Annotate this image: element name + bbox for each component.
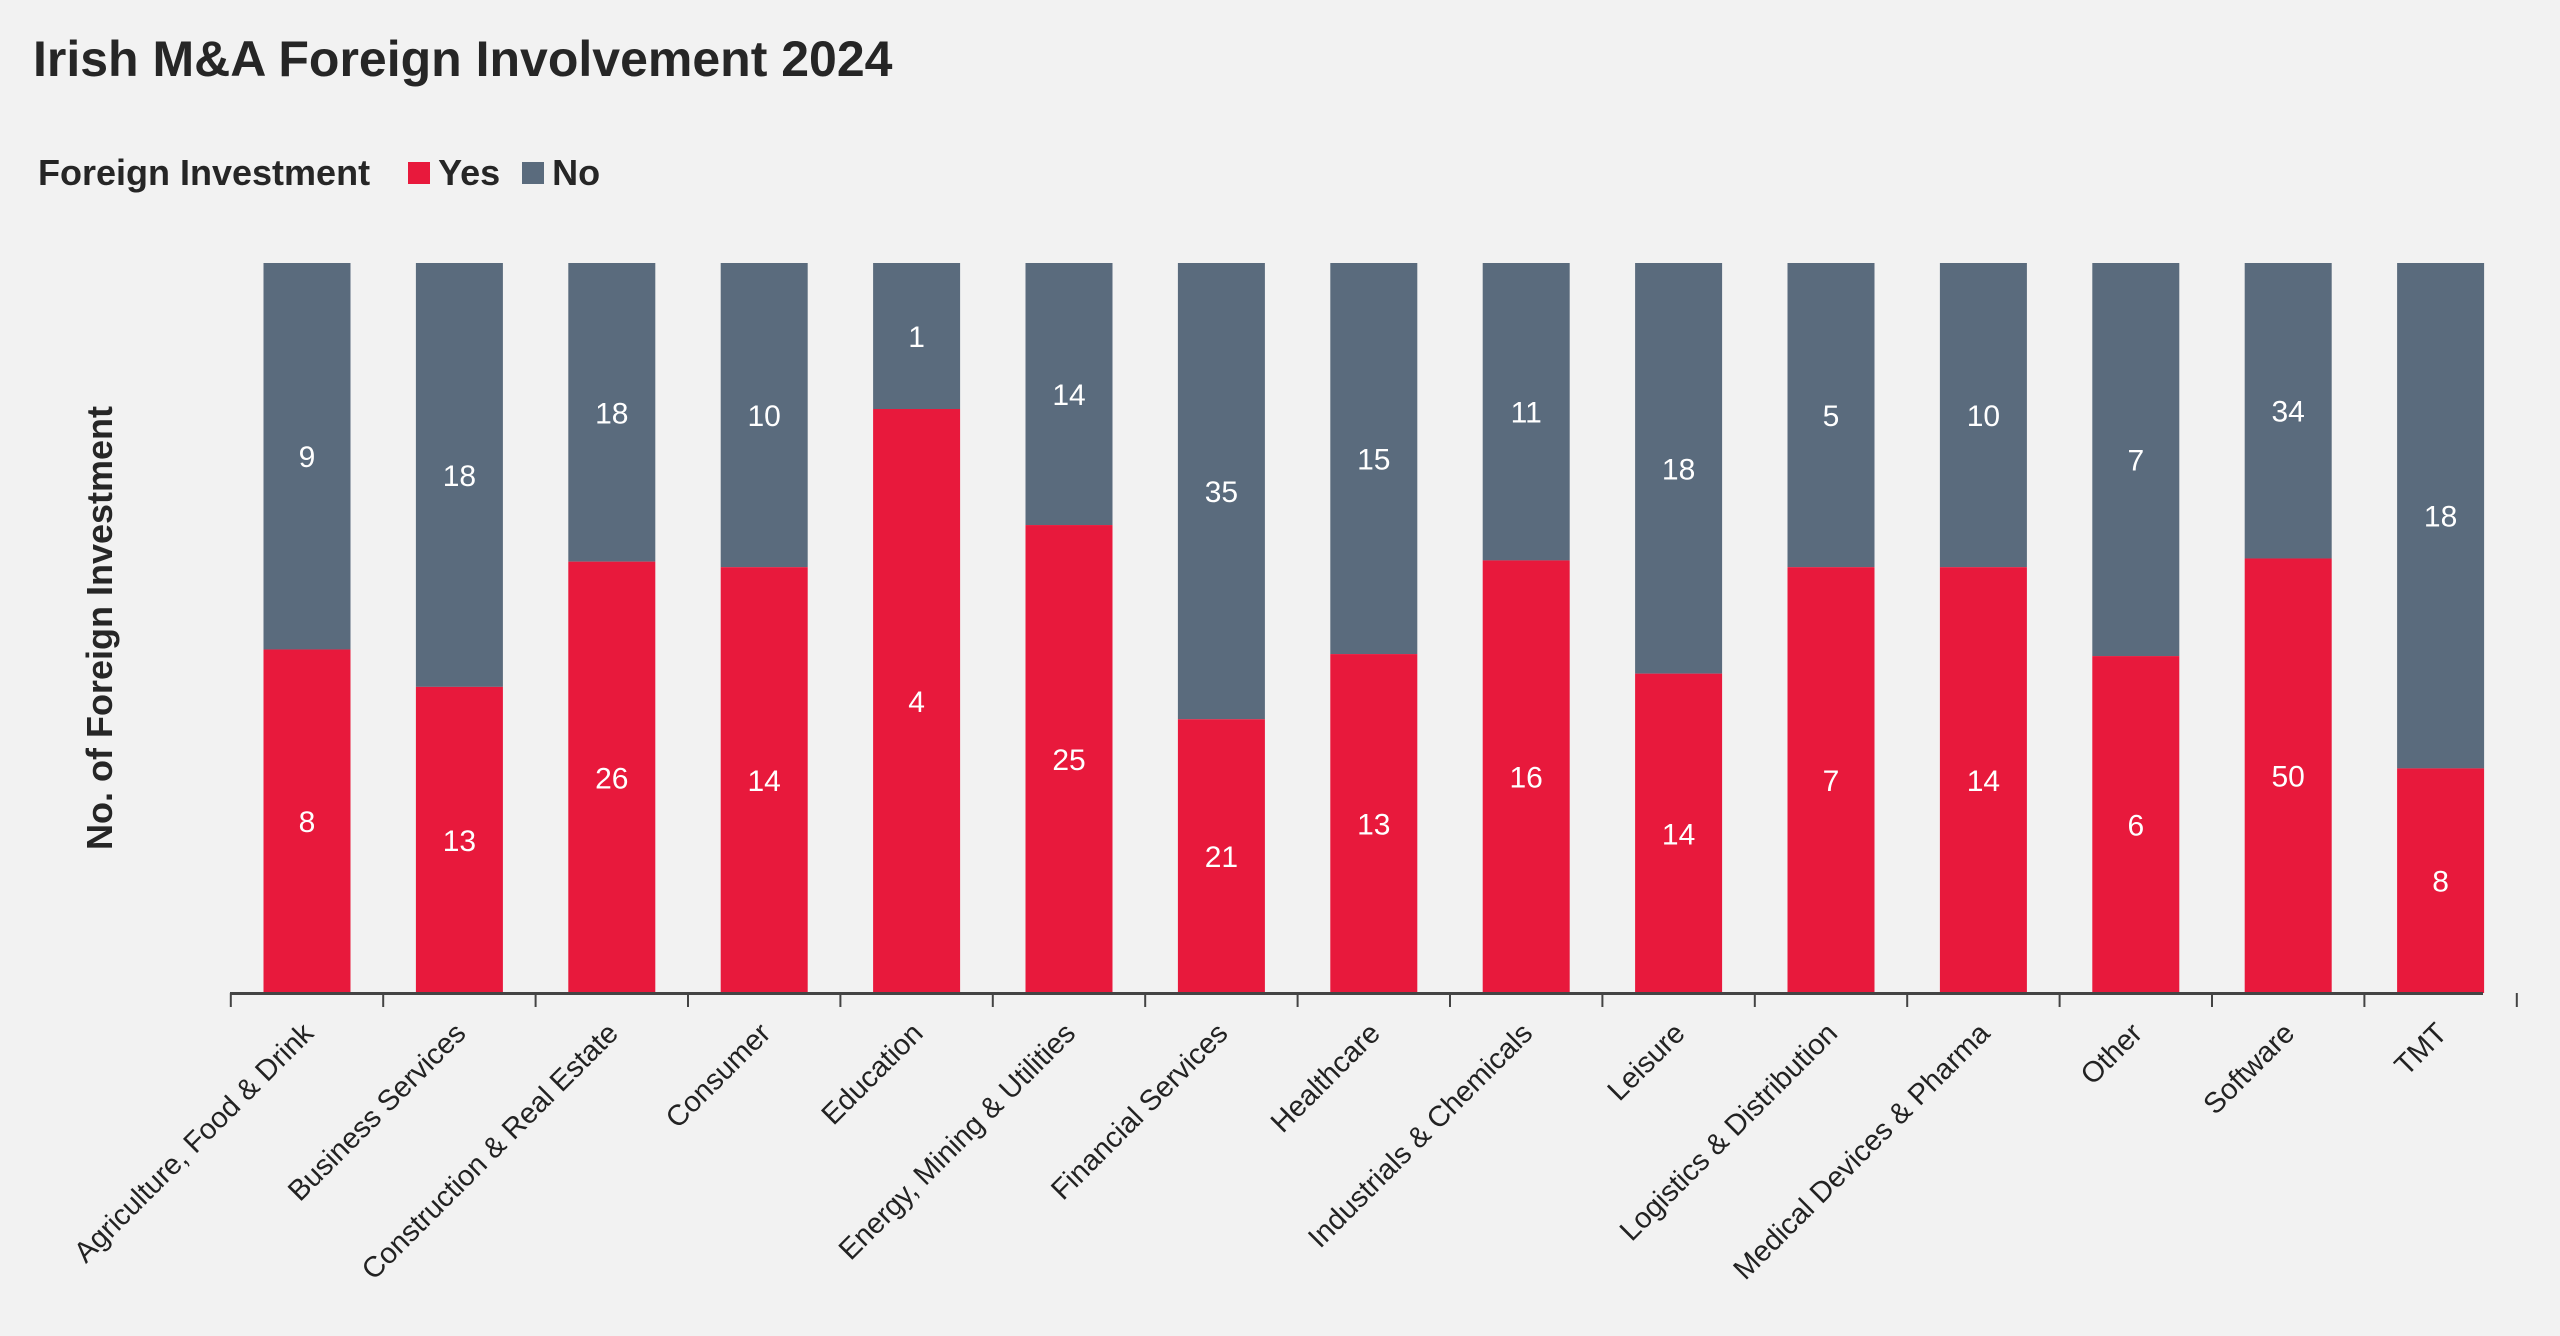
bar-yes-segment (263, 649, 351, 993)
data-label-no: 9 (299, 441, 316, 474)
data-label-no: 10 (1967, 400, 2000, 433)
category-tick-label: Healthcare (1265, 1017, 1387, 1139)
bar-yes-segment (1330, 654, 1418, 993)
bar-no-segment (263, 263, 351, 650)
data-label-yes: 13 (443, 825, 476, 858)
bar-yes-segment (2092, 656, 2180, 993)
bar-no-segment (720, 263, 808, 568)
category-tick-label: Agriculture, Food & Drink (68, 1017, 320, 1269)
data-label-yes: 14 (748, 765, 781, 798)
legend-item-no: No (522, 152, 600, 194)
bar-no-segment (1939, 263, 2027, 568)
category-tick-label: Leisure (1602, 1017, 1692, 1107)
bar-yes-segment (1939, 567, 2027, 993)
data-label-no: 18 (2424, 501, 2457, 534)
data-label-no: 1 (908, 321, 925, 354)
category-tick-label: Construction & Real Estate (356, 1017, 625, 1286)
chart-title: Irish M&A Foreign Involvement 2024 (33, 31, 893, 87)
legend-label-yes: Yes (438, 152, 501, 193)
category-tick-label: Software (2198, 1017, 2302, 1121)
data-label-no: 34 (2272, 396, 2305, 429)
legend: Foreign Investment Yes No (38, 152, 622, 194)
bar-yes-segment (1177, 719, 1265, 993)
data-label-yes: 13 (1357, 809, 1390, 842)
data-label-yes: 25 (1052, 744, 1085, 777)
data-label-no: 18 (443, 460, 476, 493)
data-label-yes: 16 (1510, 762, 1543, 795)
data-label-yes: 14 (1662, 818, 1695, 851)
legend-label-no: No (552, 152, 601, 193)
data-label-no: 11 (1511, 397, 1542, 430)
data-label-yes: 8 (299, 806, 316, 839)
bar-no-segment (1330, 263, 1418, 655)
bar-yes-segment (2244, 558, 2332, 993)
data-label-yes: 7 (1823, 765, 1840, 798)
data-label-no: 18 (1662, 453, 1695, 486)
bar-no-segment (568, 263, 656, 562)
data-label-yes: 21 (1205, 841, 1238, 874)
bar-yes-segment (1787, 567, 1875, 993)
data-label-yes: 50 (2272, 761, 2305, 794)
category-tick-label: Other (2075, 1017, 2149, 1091)
bar-no-segment (1025, 263, 1113, 526)
bar-yes-segment (720, 567, 808, 993)
bar-no-segment (1635, 263, 1723, 674)
legend-title: Foreign Investment (38, 152, 371, 193)
data-label-yes: 4 (908, 686, 925, 719)
data-label-no: 10 (748, 400, 781, 433)
data-label-yes: 26 (595, 762, 628, 795)
bar-no-segment (873, 263, 961, 409)
legend-swatch-no (522, 162, 545, 184)
bar-no-segment (2244, 263, 2332, 559)
legend-swatch-yes (408, 162, 431, 184)
bar-no-segment (2397, 263, 2485, 769)
bar-yes-segment (1482, 560, 1570, 993)
data-label-yes: 6 (2127, 810, 2144, 843)
bar-no-segment (2092, 263, 2180, 657)
data-label-yes: 8 (2432, 866, 2449, 899)
bar-yes-segment (568, 561, 656, 993)
data-label-no: 15 (1357, 444, 1390, 477)
category-tick-label: Consumer (660, 1017, 777, 1134)
data-label-no: 35 (1205, 476, 1238, 509)
bar-no-segment (415, 263, 503, 687)
data-label-yes: 14 (1967, 765, 2000, 798)
data-label-no: 5 (1823, 400, 1840, 433)
bar-yes-segment (1025, 525, 1113, 993)
bar-no-segment (1482, 263, 1570, 561)
data-label-no: 18 (595, 397, 628, 430)
bar-no-segment (1177, 263, 1265, 720)
data-label-no: 14 (1052, 379, 1085, 412)
bar-yes-segment (1635, 673, 1723, 993)
bar-yes-segment (2397, 768, 2485, 993)
bar-no-segment (1787, 263, 1875, 568)
legend-item-yes: Yes (408, 152, 500, 194)
category-tick-label: TMT (2389, 1017, 2454, 1082)
bar-yes-segment (415, 686, 503, 993)
category-tick-label: Education (816, 1017, 930, 1131)
y-axis-label: No. of Foreign Investment (79, 406, 120, 850)
bar-yes-segment (873, 409, 961, 993)
category-tick-label: Medical Devices & Pharma (1728, 1017, 1997, 1286)
data-label-no: 7 (2127, 445, 2144, 478)
